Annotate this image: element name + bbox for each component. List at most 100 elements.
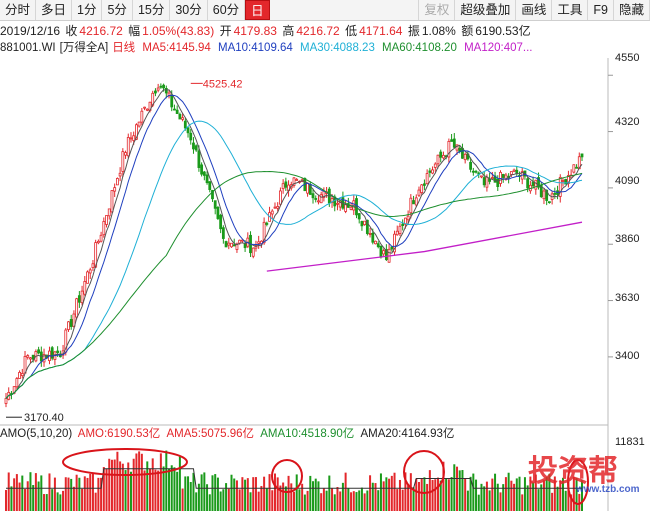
candle-body: [102, 221, 106, 236]
period-tab-1min[interactable]: 1分: [72, 0, 103, 20]
kline-chart[interactable]: 4525.42 3170.40: [0, 58, 650, 511]
volume-bar: [230, 474, 233, 511]
candle-body: [265, 222, 269, 225]
volume-bar: [216, 477, 219, 511]
volume-bar: [431, 480, 434, 511]
candle-body: [227, 242, 231, 246]
volume-bar: [374, 483, 377, 511]
low-annotation: 3170.40: [24, 412, 64, 424]
super-overlay-button[interactable]: 超级叠加: [455, 0, 517, 20]
volume-bar: [146, 461, 149, 511]
candle-body: [531, 181, 535, 187]
period-label: 日线: [112, 42, 136, 54]
tools-button[interactable]: 工具: [552, 0, 589, 20]
volume-bar: [542, 480, 545, 511]
volume-bar: [426, 483, 429, 511]
hide-button[interactable]: 隐藏: [614, 0, 650, 20]
candle-body: [137, 121, 141, 127]
volume-bar: [203, 472, 206, 511]
period-tab-15min[interactable]: 15分: [133, 0, 171, 20]
volume-bar: [138, 451, 141, 511]
change-value: 1.05%(43.83): [142, 24, 215, 38]
volume-bar: [553, 476, 556, 511]
volume-bar: [81, 488, 84, 511]
draw-line-button[interactable]: 画线: [516, 0, 553, 20]
candle-body: [379, 245, 383, 258]
candle-body: [173, 108, 176, 111]
candle-body: [124, 152, 127, 156]
candle-body: [436, 154, 440, 165]
period-tab-60min[interactable]: 60分: [208, 0, 246, 20]
volume-bar: [578, 493, 581, 511]
volume-bar: [105, 468, 108, 511]
volume-bar: [295, 474, 298, 511]
volume-bar: [206, 484, 209, 511]
volume-bar: [279, 485, 282, 511]
volume-bar: [86, 477, 89, 511]
volume-bar: [176, 471, 179, 511]
candle-body: [105, 215, 108, 225]
volume-bar: [173, 467, 176, 511]
volume-bar: [485, 481, 488, 511]
candle-body: [368, 232, 372, 235]
candle-body: [317, 200, 320, 203]
volume-bar: [472, 473, 475, 511]
volume-bar: [233, 478, 236, 511]
volume-bar: [469, 476, 472, 511]
volume-bar: [219, 491, 222, 511]
volume-bar: [466, 490, 469, 511]
volume-bar: [570, 494, 573, 511]
candle-body: [194, 145, 198, 151]
candle-body: [482, 177, 486, 186]
candle-body: [132, 135, 136, 141]
candle-body: [15, 378, 19, 388]
volume-bar: [303, 494, 306, 511]
volume-bar: [265, 488, 268, 511]
volume-bar: [132, 458, 135, 511]
volume-bar: [518, 476, 521, 511]
volume-bar: [328, 475, 331, 511]
candle-body: [235, 243, 239, 250]
volume-bar: [545, 477, 548, 511]
volume-bar: [513, 483, 516, 511]
volume-bar: [254, 477, 257, 511]
volume-bar: [396, 489, 399, 511]
candle-body: [376, 243, 380, 248]
volume-bar: [78, 477, 81, 511]
volume-bar: [91, 472, 94, 511]
candle-body: [115, 178, 119, 186]
volume-bar: [151, 458, 154, 511]
volume-bar: [475, 479, 478, 511]
volume-bar: [29, 472, 32, 511]
candle-body: [395, 230, 399, 236]
amo-legend: AMO(5,10,20) AMO:6190.53亿 AMA5:5075.96亿 …: [0, 426, 610, 443]
volume-bar: [510, 480, 513, 511]
candle-body: [365, 219, 369, 234]
volume-bar: [75, 474, 78, 511]
candle-body: [401, 223, 405, 226]
volume-bar: [333, 494, 336, 511]
highlight-circle: [271, 459, 303, 493]
candle-body: [113, 187, 117, 192]
volume-bar: [89, 473, 92, 511]
volume-bar: [48, 473, 51, 511]
volume-bar: [170, 465, 173, 511]
period-tab-multiday[interactable]: 多日: [36, 0, 73, 20]
volume-bar: [113, 459, 116, 511]
volume-bar: [494, 473, 497, 511]
period-tab-30min[interactable]: 30分: [170, 0, 208, 20]
period-tab-intraday[interactable]: 分时: [0, 0, 37, 20]
candle-body: [279, 190, 282, 205]
volume-bar: [187, 476, 190, 511]
volume-bar: [67, 477, 70, 511]
volume-bar: [45, 494, 48, 511]
volume-bar: [244, 479, 247, 511]
candle-body: [257, 241, 261, 244]
f9-button[interactable]: F9: [588, 0, 614, 20]
ma30-value: MA30:4088.23: [300, 42, 375, 54]
period-tab-5min[interactable]: 5分: [102, 0, 133, 20]
ama-line: [6, 468, 582, 489]
volume-bar: [70, 478, 73, 511]
period-tab-daily[interactable]: 日: [245, 0, 270, 20]
volume-bar: [34, 473, 37, 511]
